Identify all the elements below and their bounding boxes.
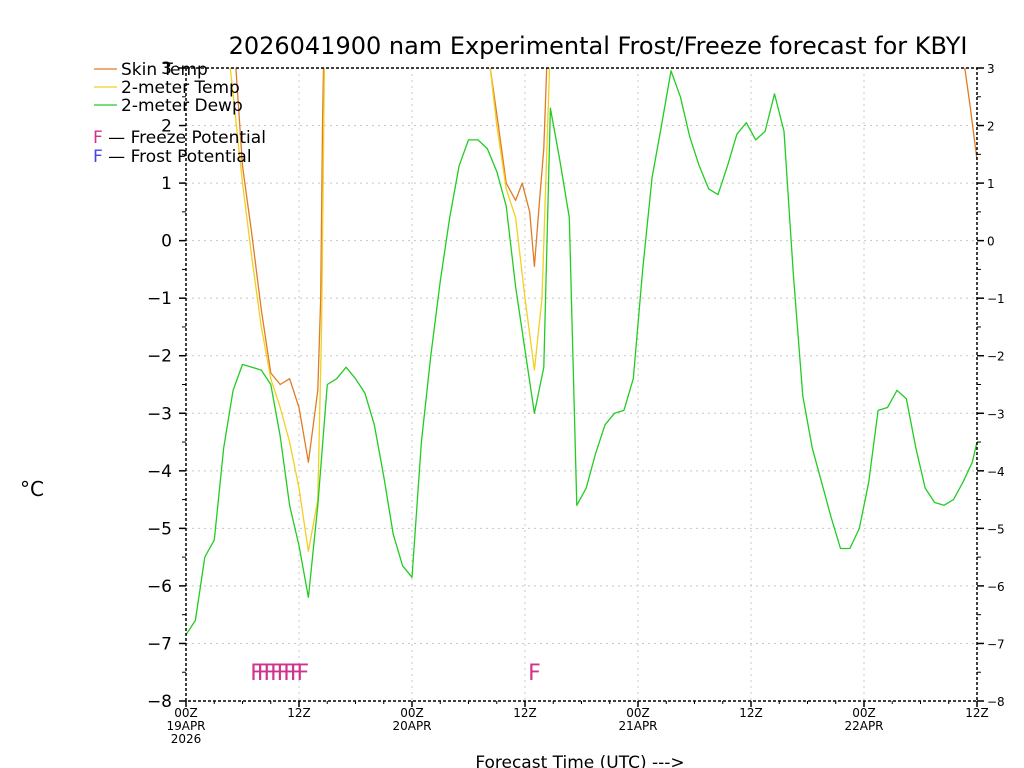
y-tick-label-left: −5 [147, 519, 172, 539]
y-tick-label-right: −4 [987, 465, 1005, 479]
freeze-potential-marker: F [283, 661, 296, 686]
freeze-potential-marker: F [257, 661, 270, 686]
series-line-2-meter-dewp [186, 70, 977, 636]
y-tick-label-left: 2 [161, 117, 172, 137]
x-tick-label: 12Z [513, 706, 537, 720]
x-tick-label: 21APR [618, 719, 657, 733]
y-tick-label-right: −3 [987, 407, 1005, 421]
x-tick-label: 22APR [844, 719, 883, 733]
y-tick-label-right: 0 [987, 235, 995, 249]
legend-marker-letter: F [93, 147, 103, 167]
freeze-potential-marker: F [528, 661, 541, 686]
x-tick-label: 20APR [392, 719, 431, 733]
series-group [186, 68, 977, 636]
x-tick-label: 2026 [171, 732, 202, 746]
y-tick-label-left: −2 [147, 347, 172, 367]
freeze-potential-marker: F [270, 661, 283, 686]
y-tick-label-right: 3 [987, 62, 995, 76]
x-tick-label: 00Z [626, 706, 650, 720]
y-tick-label-right: −7 [987, 637, 1005, 651]
y-axis-right: 3 2 1 0 −1 −2 −3 −4 −5 −6 −7 −8 [977, 62, 1005, 709]
y-tick-label-right: −1 [987, 292, 1005, 306]
y-tick-label-left: −6 [147, 577, 172, 597]
y-tick-label-left: 3 [161, 59, 172, 79]
series-line-2-meter-temp [229, 68, 326, 553]
series-line-2-meter-temp-day-2-overnight [489, 68, 551, 371]
y-tick-label-right: −6 [987, 580, 1005, 594]
y-tick-label-left: −7 [147, 634, 172, 654]
legend-label: 2-meter Temp [121, 78, 240, 98]
freeze-potential-marker: F [277, 661, 290, 686]
y-tick-label-left: 1 [161, 174, 172, 194]
series-line-skin-temp-day-2-overnight [489, 68, 548, 268]
legend-marker-text: — Freeze Potential [103, 128, 266, 148]
series-line-skin-temp [235, 68, 325, 463]
plot-frame [185, 67, 978, 702]
y-axis-left: 3 2 1 0 −1 −2 −3 −4 −5 −6 −7 −8 [147, 59, 186, 712]
x-tick-label: 00Z [174, 706, 198, 720]
legend-marker-entry: F — Frost Potential [93, 147, 252, 167]
x-tick-label: 12Z [287, 706, 311, 720]
legend-marker-letter: F [93, 128, 103, 148]
freeze-potential-marker: F [290, 661, 303, 686]
y-tick-label-left: −3 [147, 404, 172, 424]
series-line-skin-temp-end [964, 68, 977, 161]
x-tick-label: 19APR [166, 719, 205, 733]
y-tick-label-left: −4 [147, 462, 172, 482]
x-tick-label: 00Z [400, 706, 424, 720]
y-tick-label-right: −8 [987, 695, 1005, 709]
freeze-potential-marker: F [250, 661, 263, 686]
y-tick-label-right: 2 [987, 120, 995, 134]
y-tick-label-left: 0 [161, 232, 172, 252]
legend-label: Skin Temp [121, 60, 208, 80]
y-axis-unit-label: °C [20, 477, 44, 501]
x-tick-label: 00Z [852, 706, 876, 720]
y-tick-label-right: −2 [987, 350, 1005, 364]
y-tick-label-right: 1 [987, 177, 995, 191]
freeze-potential-marker: F [296, 661, 309, 686]
y-tick-label-right: −5 [987, 522, 1005, 536]
legend-marker-text: — Frost Potential [103, 147, 252, 167]
legend-label: 2-meter Dewp [121, 96, 243, 116]
y-tick-label-left: −8 [147, 692, 172, 712]
freeze-potential-marker: F [263, 661, 276, 686]
grid [186, 68, 977, 701]
x-tick-label: 12Z [965, 706, 989, 720]
chart-title: 2026041900 nam Experimental Frost/Freeze… [229, 32, 968, 60]
x-tick-label: 12Z [739, 706, 763, 720]
y-tick-label-left: −1 [147, 289, 172, 309]
legend-marker-entry: F — Freeze Potential [93, 128, 266, 148]
x-axis-label: Forecast Time (UTC) ---> [475, 753, 684, 768]
